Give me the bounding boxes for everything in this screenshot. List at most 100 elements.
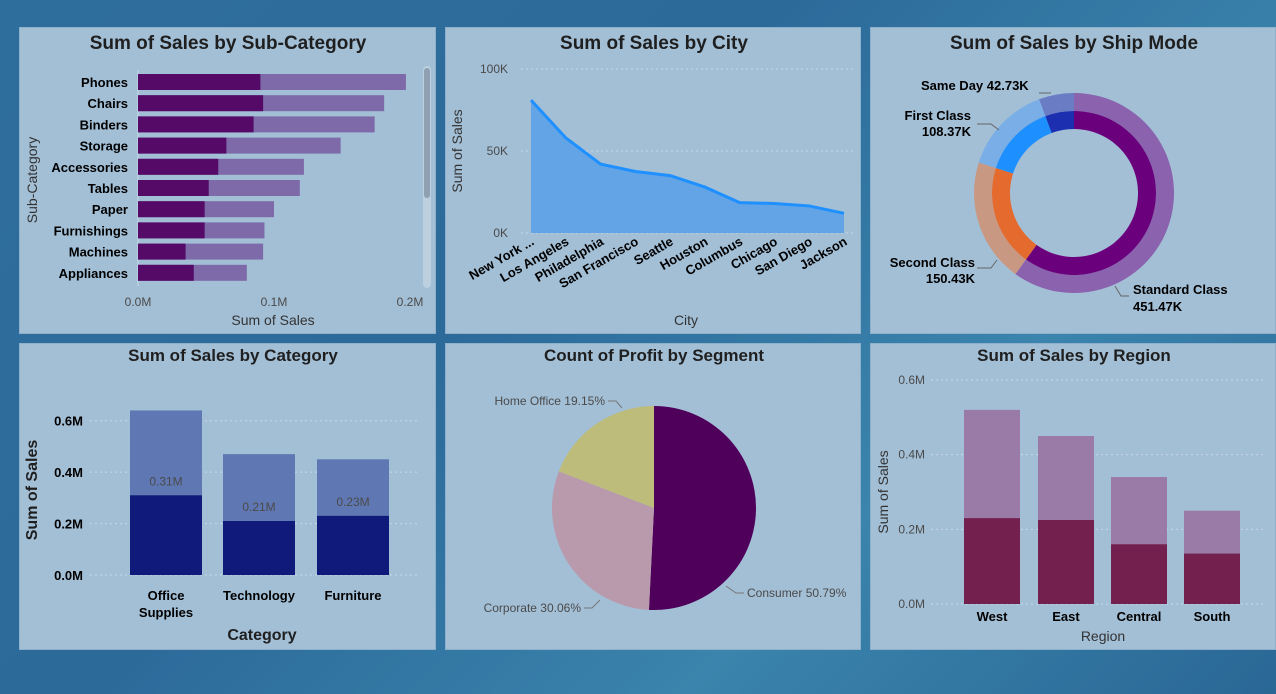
y-tick-label: 0.0M [54, 568, 83, 583]
panel-shipmode[interactable]: Sum of Sales by Ship Mode Same Day 42.73K… [870, 27, 1276, 334]
donut-outer-slice [1039, 93, 1074, 117]
donut-outer-slice [1015, 93, 1174, 293]
y-tick-label: Accessories [51, 160, 128, 175]
x-tick-label: East [1052, 609, 1080, 624]
slice-label: 451.47K [1133, 299, 1183, 314]
area-fill [531, 100, 844, 233]
slice-label: Home Office 19.15% [494, 394, 605, 408]
bar-highlight [138, 264, 194, 281]
bar-highlight [223, 521, 295, 575]
donut-outer-slice [978, 99, 1046, 168]
chart-title: Sum of Sales by Category [128, 346, 338, 365]
slice-label: Same Day 42.73K [921, 78, 1029, 93]
slice-label: 108.37K [922, 124, 972, 139]
bar-highlight [138, 95, 264, 112]
y-tick-label: 0.0M [898, 597, 925, 611]
x-axis-label: Region [1081, 628, 1125, 644]
donut-slice [995, 116, 1052, 174]
slice-label: Corporate 30.06% [484, 601, 582, 615]
y-axis-label: Sub-Category [24, 137, 40, 223]
y-tick-label: 0.2M [54, 517, 83, 532]
y-tick-label: 0.6M [898, 373, 925, 387]
chart-title: Sum of Sales by Sub-Category [90, 33, 367, 54]
bar-highlight [138, 180, 209, 196]
x-tick-label: Technology [223, 588, 296, 603]
panel-segment[interactable]: Count of Profit by Segment Consumer 50.79… [445, 343, 861, 650]
bar-highlight [1184, 553, 1240, 604]
chart-title: Sum of Sales by Region [977, 346, 1171, 365]
x-axis-label: Category [227, 627, 296, 644]
panel-region[interactable]: Sum of Sales by Region 0.0M 0.2M 0.4M 0.6M We… [870, 343, 1276, 650]
leader-line [725, 585, 744, 594]
data-label: 0.31M [149, 474, 182, 488]
x-axis-label: City [674, 312, 698, 328]
leader-line [977, 123, 1000, 131]
y-tick-label: Machines [69, 245, 128, 260]
chart-region-svg: Sum of Sales by Region 0.0M 0.2M 0.4M 0.6M We… [875, 346, 1266, 644]
x-tick-label: Supplies [139, 605, 193, 620]
panel-category[interactable]: Sum of Sales by Category 0.0M 0.2M 0.4M 0.6M… [19, 343, 436, 650]
bar-highlight [1038, 520, 1094, 604]
y-tick-label: Tables [88, 181, 128, 196]
y-tick-label: 0.6M [54, 414, 83, 429]
slice-label: Consumer 50.79% [747, 586, 847, 600]
bar-highlight [138, 243, 186, 260]
bar-highlight [138, 201, 205, 218]
y-tick-label: Storage [80, 139, 128, 154]
x-tick-label: Office [148, 588, 185, 603]
y-tick-label: 50K [487, 144, 508, 158]
x-tick-label: 0.2M [397, 295, 424, 309]
bar-highlight [1111, 544, 1167, 604]
donut-slice [1025, 111, 1156, 275]
slice-label: Second Class [890, 255, 975, 270]
donut-slice [1045, 111, 1074, 134]
y-tick-label: 0K [493, 226, 508, 240]
bar-highlight [317, 515, 389, 575]
bar-highlight [138, 116, 254, 133]
x-tick-label: 0.1M [261, 295, 288, 309]
donut-outer-slice [974, 162, 1026, 275]
y-tick-label: Chairs [88, 96, 128, 111]
bar-highlight [138, 222, 205, 239]
bar-highlight [138, 74, 261, 90]
leader-line [977, 259, 998, 269]
y-tick-label: Phones [81, 75, 128, 90]
panel-subcategory[interactable]: Sum of Sales by Sub-Category Phones Chairs… [19, 27, 436, 334]
pie-slice [558, 406, 654, 508]
leader-line [1114, 285, 1129, 297]
chart-title: Sum of Sales by City [560, 33, 748, 54]
bar-highlight [138, 158, 219, 175]
chart-category-svg: Sum of Sales by Category 0.0M 0.2M 0.4M 0.6M… [24, 346, 420, 644]
y-axis-label: Sum of Sales [875, 450, 891, 533]
chart-title: Count of Profit by Segment [544, 346, 764, 365]
y-tick-label: 100K [480, 62, 508, 76]
y-tick-label: Binders [80, 117, 128, 132]
bar-highlight [138, 137, 227, 154]
x-tick-label: 0.0M [125, 295, 152, 309]
y-tick-label: 0.4M [54, 465, 83, 480]
chart-segment-svg: Count of Profit by Segment Consumer 50.79… [484, 346, 847, 615]
leader-line [608, 400, 623, 409]
x-tick-label: West [977, 609, 1008, 624]
data-label: 0.21M [242, 500, 275, 514]
bar-highlight [964, 518, 1020, 604]
y-tick-label: Appliances [59, 266, 128, 281]
y-tick-label: 0.2M [898, 522, 925, 536]
x-tick-label: Central [1117, 609, 1162, 624]
x-axis-label: Sum of Sales [231, 312, 314, 328]
pie-slice [648, 406, 756, 610]
panel-city[interactable]: Sum of Sales by City 0K 50K 100K New York ..… [445, 27, 861, 334]
slice-label: First Class [905, 108, 971, 123]
scrollbar-thumb [424, 68, 430, 198]
y-tick-label: Paper [92, 202, 128, 217]
chart-subcategory-svg: Sum of Sales by Sub-Category Phones Chairs… [24, 33, 431, 328]
chart-title: Sum of Sales by Ship Mode [950, 33, 1198, 54]
area-line [529, 99, 845, 215]
slice-label: Standard Class [1133, 282, 1228, 297]
x-tick-label: South [1194, 609, 1231, 624]
slice-label: 150.43K [926, 271, 976, 286]
donut-slice [992, 167, 1037, 260]
chart-shipmode-svg: Sum of Sales by Ship Mode Same Day 42.73K… [890, 33, 1228, 314]
x-tick-label: Furniture [324, 588, 381, 603]
